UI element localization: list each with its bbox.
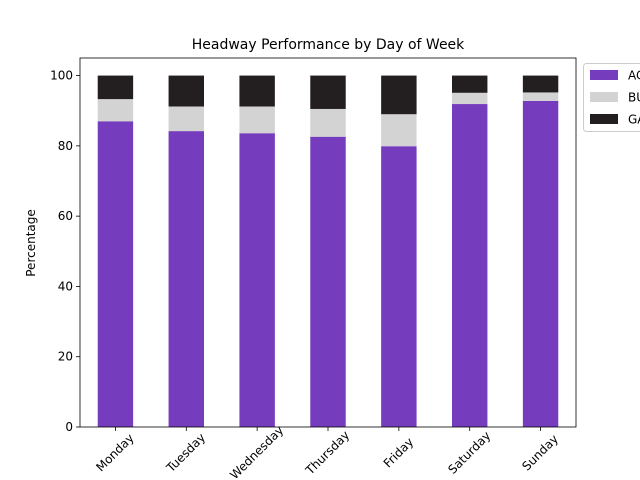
x-axis: Monday Tuesday Wednesday Thursday Friday Satu… [93,423,561,480]
bar-ac-sunday [522,100,559,428]
x-tick-label-sunday: Sunday [519,432,561,474]
y-tick-label: 60 [58,209,73,223]
x-tick-label-monday: Monday [93,431,136,474]
bar-ac-monday [97,121,134,427]
bar-ga-tuesday [168,75,204,107]
x-tick-label-wednesday: Wednesday [227,423,286,480]
y-tick-label: 100 [50,69,73,83]
legend-swatch-bu [590,92,618,102]
bar-ga-friday [381,75,417,115]
bar-bu-saturday [452,92,488,105]
bar-bu-tuesday [168,106,204,132]
bars-layer [97,75,559,428]
bar-bu-thursday [310,108,346,137]
legend-label-ac: AC [628,69,640,83]
bar-ac-tuesday [168,131,204,427]
y-tick-label: 0 [65,420,73,434]
chart-title: Headway Performance by Day of Week [192,37,465,53]
y-axis: 0 20 40 60 80 100 [50,69,80,434]
legend-swatch-ac [590,70,618,80]
bar-ga-sunday [522,75,559,93]
legend-label-ga: GA [628,113,640,127]
bar-ga-thursday [310,75,346,109]
bar-ac-saturday [452,104,488,427]
bar-ac-thursday [310,136,346,427]
x-tick-label-friday: Friday [381,435,417,471]
y-tick-label: 20 [58,350,73,364]
legend-label-bu: BU [628,91,640,105]
bar-ac-wednesday [239,133,275,427]
bar-bu-wednesday [239,106,275,134]
bar-ga-saturday [452,75,488,93]
x-tick-label-saturday: Saturday [445,429,493,477]
bar-ac-friday [381,146,417,428]
y-axis-label: Percentage [24,209,38,277]
y-tick-label: 40 [58,279,73,293]
x-tick-label-tuesday: Tuesday [163,430,208,475]
y-tick-label: 80 [58,139,73,153]
bar-bu-sunday [522,92,559,101]
legend: AC BU GA [583,63,640,132]
bar-bu-monday [97,99,134,122]
bar-ga-wednesday [239,75,275,107]
x-tick-label-thursday: Thursday [302,428,352,478]
bar-ga-monday [97,75,134,100]
bar-bu-friday [381,114,417,147]
legend-swatch-ga [590,114,618,124]
